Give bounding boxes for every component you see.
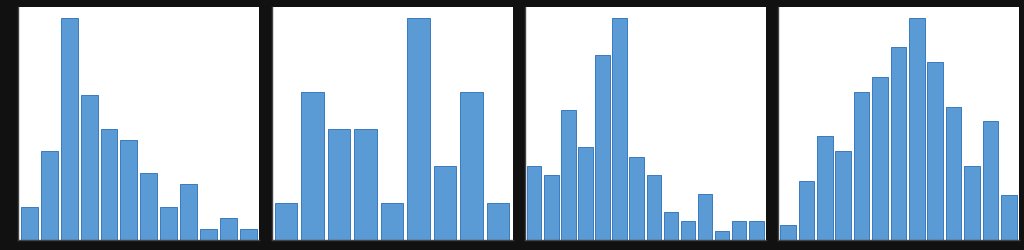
Bar xyxy=(732,222,746,240)
Bar xyxy=(697,194,713,240)
Bar xyxy=(561,111,575,240)
Bar xyxy=(328,129,350,240)
Bar xyxy=(965,166,980,240)
Bar xyxy=(579,148,593,240)
Bar xyxy=(664,212,678,240)
Bar xyxy=(612,18,627,240)
Bar xyxy=(41,152,57,240)
Bar xyxy=(486,203,509,240)
Bar xyxy=(1000,196,1017,240)
Bar xyxy=(240,229,257,240)
Bar xyxy=(836,152,851,240)
Bar xyxy=(180,185,197,240)
Bar xyxy=(301,92,324,240)
Bar xyxy=(81,96,97,240)
Bar xyxy=(715,231,729,240)
Bar xyxy=(646,176,662,240)
Bar xyxy=(872,78,888,240)
Bar xyxy=(681,222,695,240)
Bar xyxy=(544,176,558,240)
Bar xyxy=(749,222,764,240)
Bar xyxy=(100,129,118,240)
Bar xyxy=(381,203,403,240)
Bar xyxy=(20,207,38,240)
Bar xyxy=(928,63,943,240)
Bar xyxy=(527,166,542,240)
Bar xyxy=(434,166,457,240)
Bar xyxy=(946,107,962,240)
Bar xyxy=(780,225,796,240)
Bar xyxy=(630,157,644,240)
Bar xyxy=(200,229,217,240)
Bar xyxy=(854,92,869,240)
Bar xyxy=(274,203,297,240)
Bar xyxy=(595,56,610,240)
Bar xyxy=(891,48,906,240)
Bar xyxy=(161,207,177,240)
Bar xyxy=(909,18,925,240)
Bar xyxy=(460,92,482,240)
Bar xyxy=(354,129,377,240)
Bar xyxy=(220,218,237,240)
Bar xyxy=(983,122,998,240)
Bar xyxy=(817,137,833,240)
Bar xyxy=(799,181,814,240)
Bar xyxy=(408,18,430,240)
Bar xyxy=(140,174,158,240)
Bar xyxy=(121,140,137,240)
Bar xyxy=(60,18,78,240)
